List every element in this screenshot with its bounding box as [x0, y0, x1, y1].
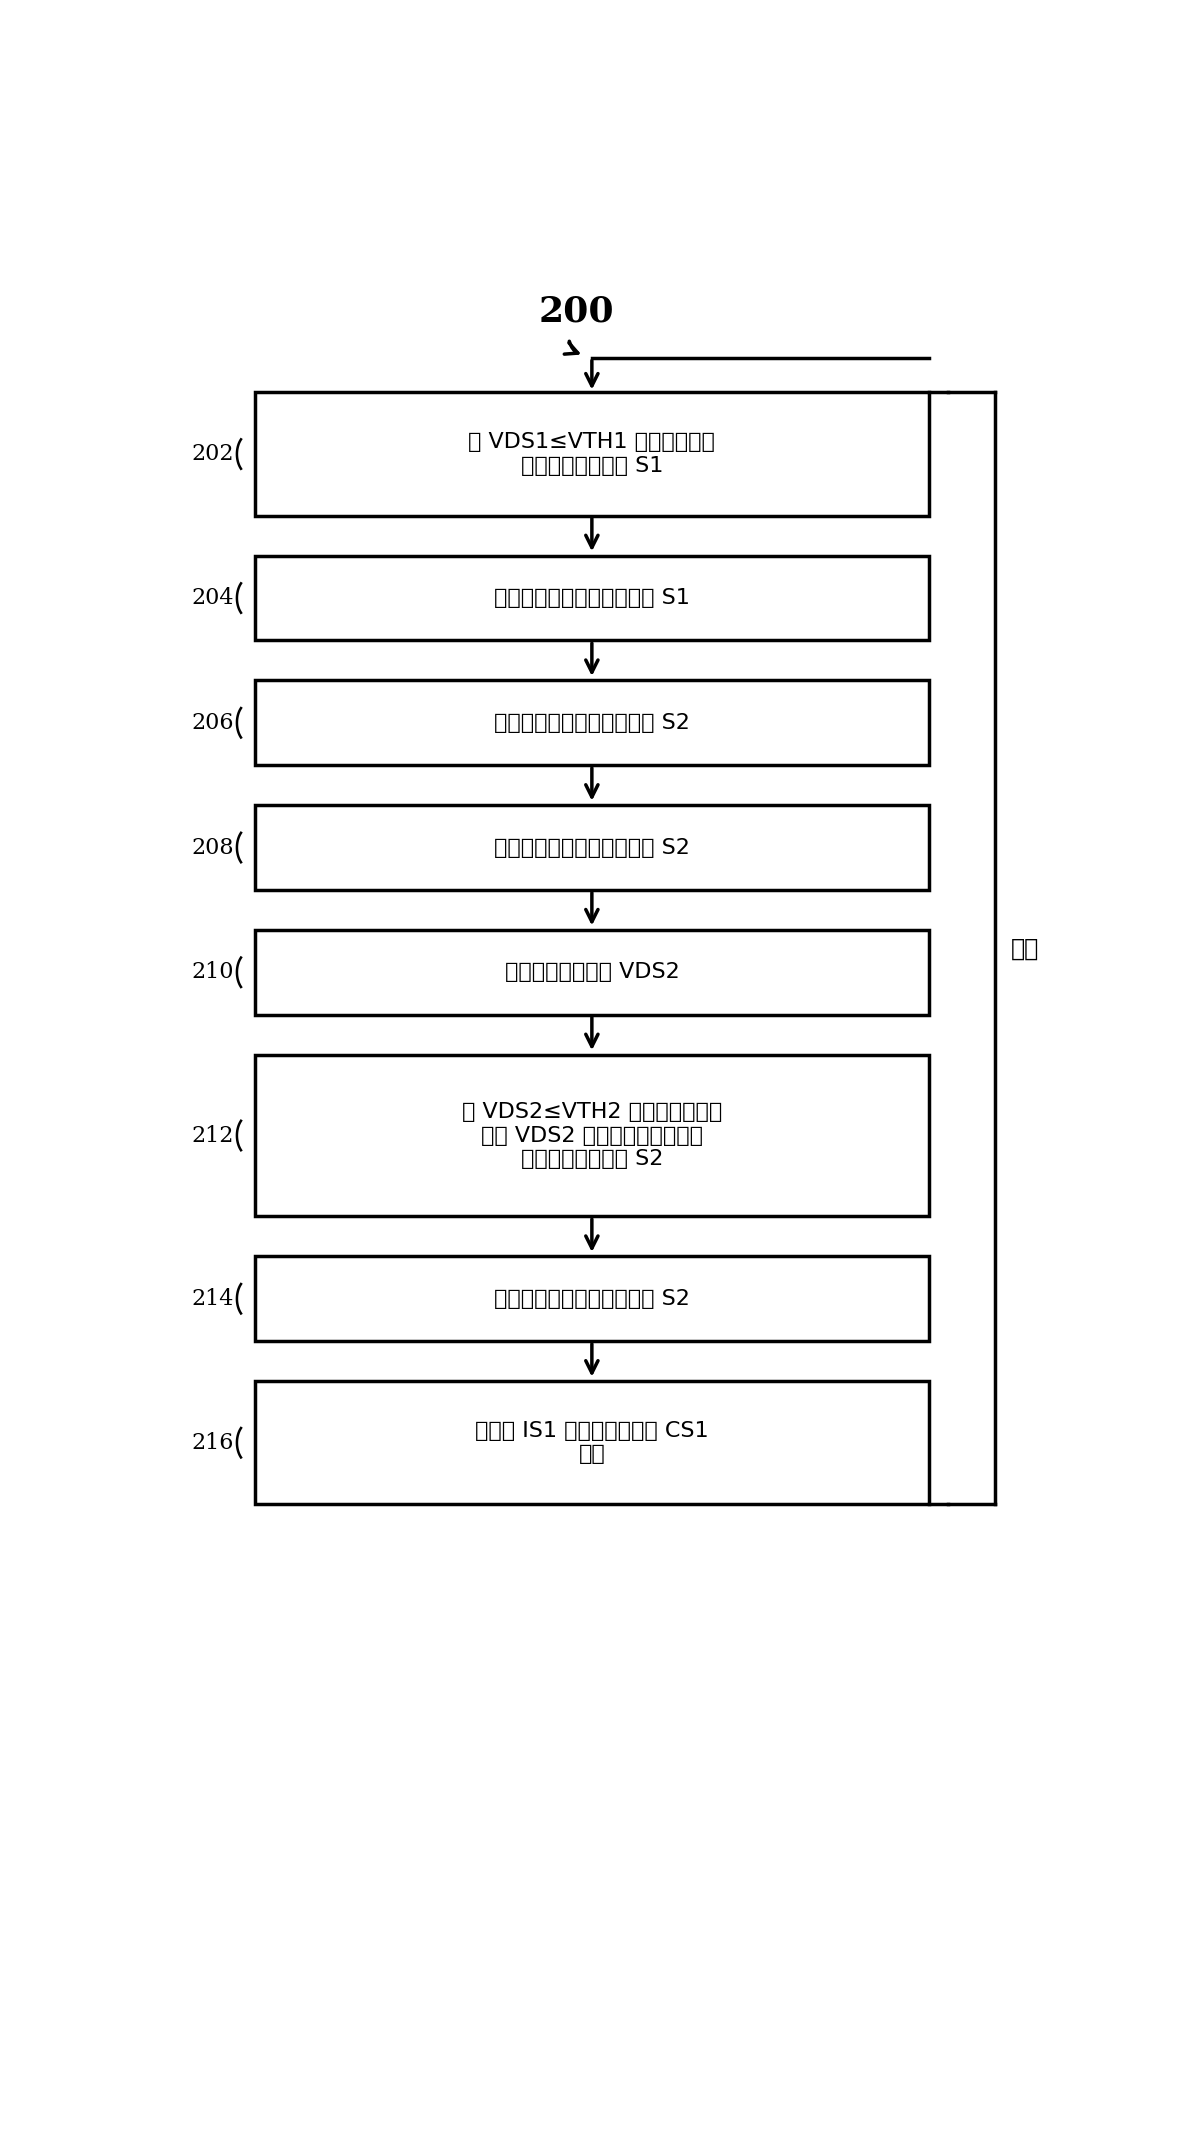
Bar	[255, 556, 930, 640]
Text: 204: 204	[191, 588, 234, 610]
Text: 216: 216	[191, 1432, 234, 1454]
Text: 214: 214	[191, 1288, 234, 1310]
Text: 当 VDS1≤VTH1 时，第一控制
电路接通初级开关 S1: 当 VDS1≤VTH1 时，第一控制 电路接通初级开关 S1	[468, 433, 716, 476]
Bar	[255, 1055, 930, 1217]
Bar	[255, 806, 930, 890]
Text: 202: 202	[191, 444, 234, 465]
Text: 212: 212	[191, 1124, 234, 1146]
Bar	[255, 681, 930, 765]
Bar	[255, 931, 930, 1015]
Text: 第二控制电路监测 VDS2: 第二控制电路监测 VDS2	[504, 963, 680, 982]
Text: 当 VDS2≤VTH2 时，第二控制电
路在 VDS2 中的特定谷值处或其
附近接通次级开关 S2: 当 VDS2≤VTH2 时，第二控制电 路在 VDS2 中的特定谷值处或其 附近…	[461, 1103, 722, 1170]
Text: 第二控制电路关断次级开关 S2: 第二控制电路关断次级开关 S2	[494, 838, 689, 857]
Text: 208: 208	[191, 836, 234, 859]
Text: 第二控制电路接通次级开关 S2: 第二控制电路接通次级开关 S2	[494, 713, 689, 732]
Text: 210: 210	[191, 961, 234, 982]
Text: 负电流 IS1 使初级开关电容 CS1
放电: 负电流 IS1 使初级开关电容 CS1 放电	[476, 1422, 709, 1465]
Text: 循环: 循环	[1010, 937, 1039, 961]
Text: 206: 206	[191, 711, 234, 735]
Bar	[255, 1256, 930, 1342]
Text: 200: 200	[538, 295, 614, 330]
Bar	[255, 1381, 930, 1503]
Text: 第二控制电路关断次级开关 S2: 第二控制电路关断次级开关 S2	[494, 1288, 689, 1310]
Text: 第一控制电路关断初级开关 S1: 第一控制电路关断初级开关 S1	[494, 588, 689, 607]
Bar	[255, 392, 930, 515]
